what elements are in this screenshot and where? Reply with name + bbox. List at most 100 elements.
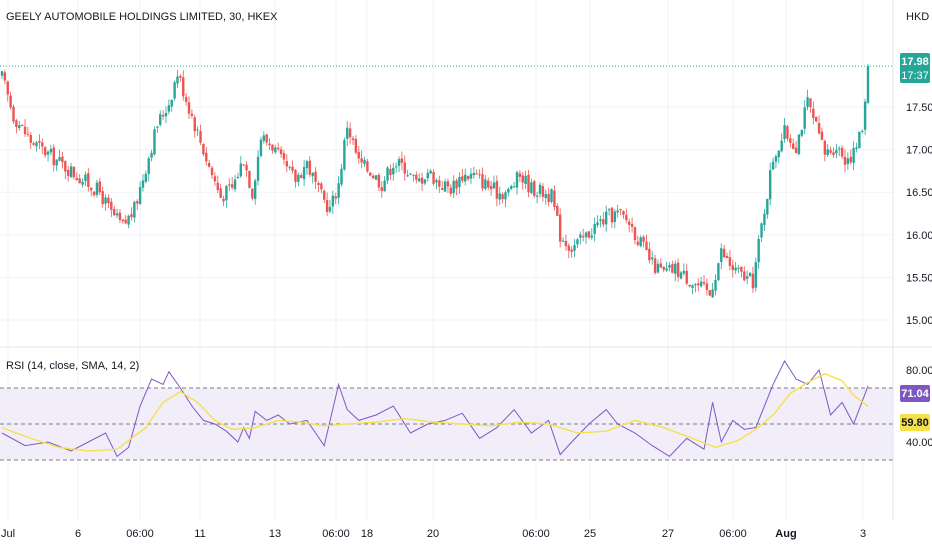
candle[interactable] [213, 172, 217, 186]
candle[interactable] [812, 101, 815, 125]
candle-body[interactable] [708, 290, 711, 296]
candle-body[interactable] [268, 143, 271, 146]
candle[interactable] [533, 179, 536, 199]
candle[interactable] [406, 169, 409, 178]
candle-body[interactable] [478, 174, 481, 176]
candle-body[interactable] [199, 131, 202, 143]
candle[interactable] [515, 170, 519, 195]
candle-body[interactable] [602, 219, 605, 225]
candle-body[interactable] [351, 138, 355, 140]
candle-body[interactable] [41, 142, 44, 147]
candle[interactable] [136, 199, 139, 211]
candle[interactable] [18, 121, 21, 131]
candle[interactable] [596, 215, 599, 228]
candle-body[interactable] [392, 167, 395, 175]
candle-body[interactable] [288, 167, 291, 169]
candle[interactable] [236, 172, 240, 179]
candle[interactable] [3, 69, 7, 85]
candle[interactable] [622, 210, 625, 219]
candle-body[interactable] [271, 144, 274, 151]
candle[interactable] [789, 133, 792, 148]
candle-body[interactable] [69, 166, 73, 178]
candle-body[interactable] [285, 161, 289, 167]
candle-body[interactable] [406, 175, 409, 177]
candle-body[interactable] [440, 188, 444, 190]
candle-body[interactable] [383, 180, 386, 192]
candles[interactable] [0, 63, 870, 298]
candle[interactable] [245, 161, 248, 178]
candle-body[interactable] [535, 195, 539, 197]
candle-body[interactable] [671, 264, 674, 273]
candle[interactable] [104, 194, 107, 211]
candle-body[interactable] [179, 75, 182, 78]
candle[interactable] [325, 192, 329, 216]
candle[interactable] [783, 117, 786, 143]
candle[interactable] [711, 283, 714, 298]
candle[interactable] [423, 178, 427, 186]
candle[interactable] [722, 244, 726, 259]
candle-body[interactable] [498, 193, 501, 200]
candle[interactable] [228, 178, 231, 191]
candle-body[interactable] [380, 187, 383, 191]
candle-body[interactable] [311, 172, 314, 177]
candle-body[interactable] [236, 176, 240, 179]
candle-body[interactable] [334, 196, 337, 199]
candle[interactable] [599, 215, 602, 228]
candle-body[interactable] [527, 174, 530, 193]
candle[interactable] [225, 185, 228, 208]
candle-body[interactable] [530, 182, 533, 193]
candle[interactable] [544, 189, 547, 205]
candle-body[interactable] [472, 172, 476, 176]
candle[interactable] [179, 74, 182, 82]
candle[interactable] [507, 187, 510, 197]
candle-body[interactable] [754, 262, 757, 288]
candle-body[interactable] [124, 219, 127, 224]
candle[interactable] [774, 154, 778, 169]
candle[interactable] [207, 159, 211, 168]
candle[interactable] [124, 215, 127, 225]
candle[interactable] [728, 250, 732, 271]
candle[interactable] [35, 140, 38, 152]
candle[interactable] [648, 241, 651, 264]
candle-body[interactable] [429, 170, 432, 174]
candle[interactable] [449, 184, 453, 197]
candle[interactable] [182, 70, 185, 101]
candle-body[interactable] [861, 130, 864, 132]
candle[interactable] [745, 270, 749, 285]
candle-body[interactable] [133, 201, 136, 218]
candle-body[interactable] [118, 212, 122, 221]
candle[interactable] [521, 172, 524, 190]
candle-body[interactable] [259, 139, 263, 157]
candle[interactable] [561, 237, 565, 243]
candle[interactable] [579, 231, 582, 245]
candle-body[interactable] [144, 173, 148, 182]
candle[interactable] [558, 208, 562, 248]
candle-body[interactable] [29, 134, 32, 143]
candle-body[interactable] [187, 102, 191, 114]
candle[interactable] [478, 169, 481, 179]
candle-body[interactable] [674, 263, 677, 274]
candle[interactable] [262, 131, 266, 144]
candle[interactable] [702, 275, 706, 286]
candle[interactable] [625, 208, 628, 224]
candle[interactable] [861, 129, 864, 134]
candle[interactable] [184, 93, 188, 106]
candle-body[interactable] [173, 82, 176, 99]
candle[interactable] [645, 234, 648, 251]
candle-body[interactable] [668, 265, 671, 268]
candle-body[interactable] [222, 198, 225, 202]
candle[interactable] [553, 185, 556, 211]
candle-body[interactable] [584, 232, 588, 238]
candle[interactable] [144, 170, 148, 184]
candle-body[interactable] [415, 174, 418, 180]
candle-body[interactable] [616, 210, 619, 213]
candle-body[interactable] [147, 158, 150, 174]
candle[interactable] [780, 133, 783, 153]
candle-body[interactable] [846, 158, 850, 164]
candle-body[interactable] [748, 272, 752, 276]
candle[interactable] [288, 165, 291, 171]
candle-body[interactable] [561, 240, 565, 242]
candle[interactable] [616, 204, 619, 218]
candle[interactable] [725, 252, 729, 259]
candle-body[interactable] [248, 170, 251, 188]
